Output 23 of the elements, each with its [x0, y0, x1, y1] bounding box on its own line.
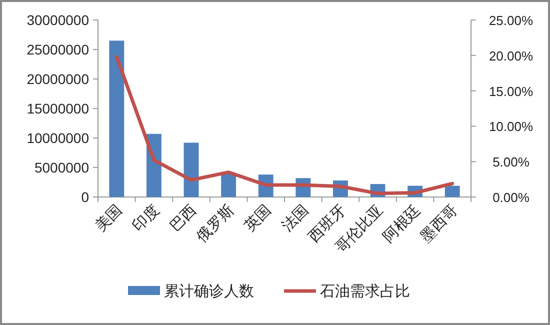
y2-tick-label: 10.00%	[488, 119, 534, 134]
y-tick-label: 15000000	[26, 100, 90, 116]
bar	[109, 40, 124, 197]
legend-label: 石油需求占比	[320, 283, 410, 300]
legend-label: 累计确诊人数	[164, 283, 254, 300]
y2-tick-label: 0.00%	[492, 190, 530, 205]
x-tick-label: 美国	[92, 202, 126, 236]
y2-tick-label: 5.00%	[492, 154, 530, 170]
x-tick-label: 英国	[241, 202, 275, 236]
y-tick-label: 30000000	[26, 12, 90, 28]
bar	[184, 142, 199, 197]
y-tick-label: 25000000	[26, 42, 90, 58]
bar	[221, 174, 236, 197]
y2-tick-label: 15.00%	[488, 84, 534, 99]
y2-tick-label: 25.00%	[488, 13, 534, 28]
y-tick-label: 10000000	[26, 130, 90, 146]
line-series	[114, 55, 454, 196]
y-tick-label: 0	[81, 189, 90, 205]
y-tick-label: 5000000	[34, 160, 90, 176]
y-tick-label: 20000000	[26, 71, 90, 87]
y2-tick-label: 20.00%	[488, 48, 534, 64]
x-tick-label: 印度	[130, 202, 163, 236]
bar	[444, 186, 460, 197]
